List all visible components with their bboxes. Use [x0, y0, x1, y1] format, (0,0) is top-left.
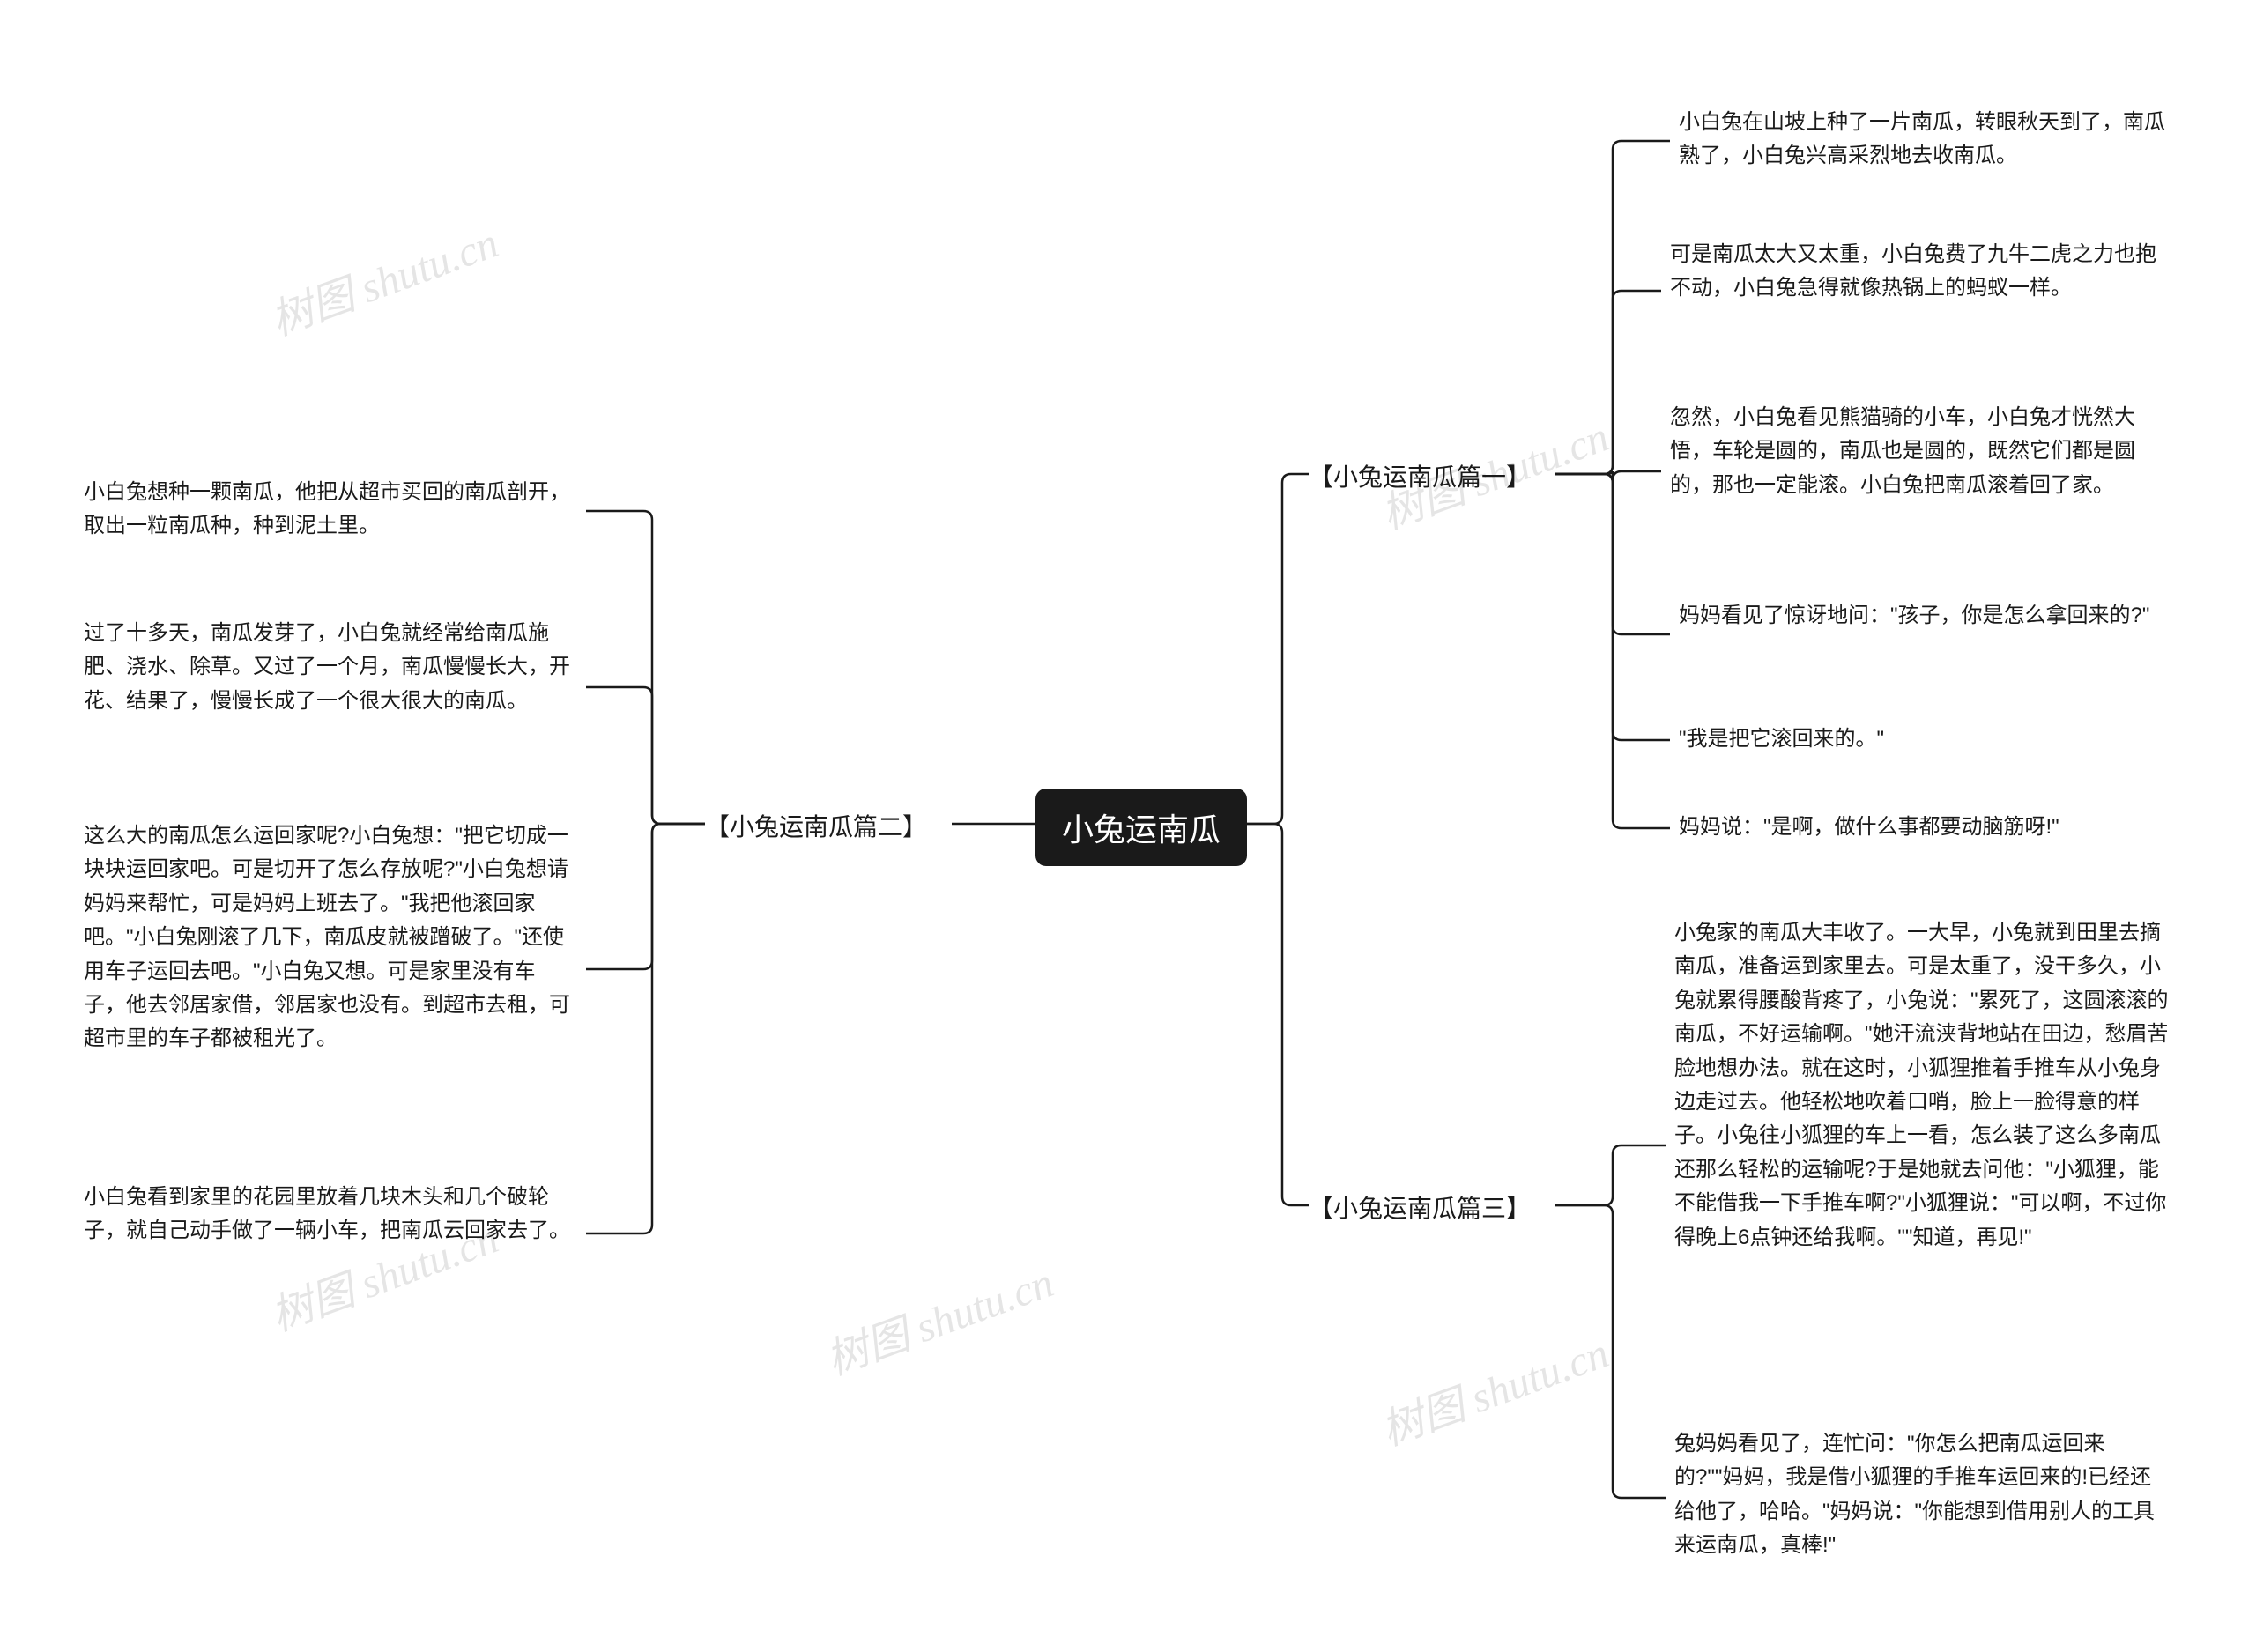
branch-label-1: 【小兔运南瓜篇一】: [1309, 458, 1531, 493]
branch-label-2: 【小兔运南瓜篇二】: [705, 808, 927, 843]
leaf-b3-0: 小兔家的南瓜大丰收了。一大早，小兔就到田里去摘南瓜，准备运到家里去。可是太重了，…: [1674, 916, 2172, 1255]
leaf-b1-4: "我是把它滚回来的。": [1679, 722, 2172, 756]
leaf-b1-0: 小白兔在山坡上种了一片南瓜，转眼秋天到了，南瓜熟了，小白兔兴高采烈地去收南瓜。: [1679, 106, 2172, 174]
leaf-b2-3: 小白兔看到家里的花园里放着几块木头和几个破轮子，就自己动手做了一辆小车，把南瓜云…: [84, 1181, 577, 1248]
watermark: 树图 shutu.cn: [816, 1248, 1060, 1387]
watermark: 树图 shutu.cn: [261, 208, 505, 347]
watermark: 树图 shutu.cn: [1371, 1318, 1615, 1457]
branch-label-3: 【小兔运南瓜篇三】: [1309, 1189, 1531, 1225]
leaf-b1-2: 忽然，小白兔看见熊猫骑的小车，小白兔才恍然大悟，车轮是圆的，南瓜也是圆的，既然它…: [1670, 401, 2172, 502]
center-node: 小兔运南瓜: [1035, 789, 1247, 866]
leaf-b2-0: 小白兔想种一颗南瓜，他把从超市买回的南瓜剖开，取出一粒南瓜种，种到泥土里。: [84, 476, 577, 544]
leaf-b2-1: 过了十多天，南瓜发芽了，小白兔就经常给南瓜施肥、浇水、除草。又过了一个月，南瓜慢…: [84, 617, 577, 718]
leaf-b1-3: 妈妈看见了惊讶地问："孩子，你是怎么拿回来的?": [1679, 599, 2172, 633]
leaf-b1-1: 可是南瓜太大又太重，小白兔费了九牛二虎之力也抱不动，小白兔急得就像热锅上的蚂蚁一…: [1670, 238, 2172, 306]
leaf-b3-1: 兔妈妈看见了，连忙问："你怎么把南瓜运回来的?""妈妈，我是借小狐狸的手推车运回…: [1674, 1427, 2172, 1563]
leaf-b1-5: 妈妈说："是啊，做什么事都要动脑筋呀!": [1679, 811, 2172, 844]
leaf-b2-2: 这么大的南瓜怎么运回家呢?小白兔想："把它切成一块块运回家吧。可是切开了怎么存放…: [84, 819, 577, 1056]
